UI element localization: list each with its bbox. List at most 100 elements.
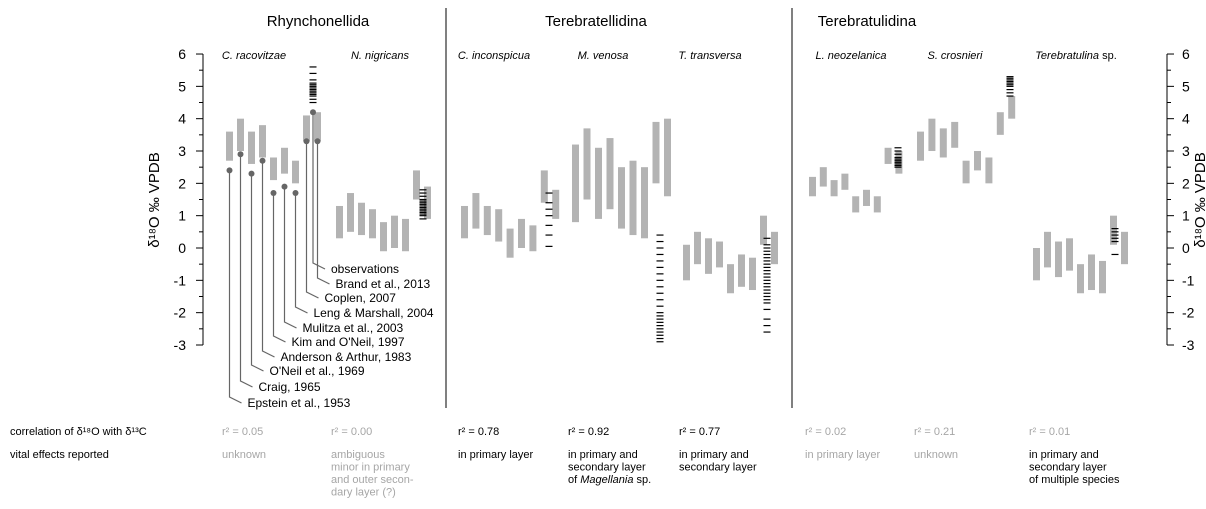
- reference-leader-5: [283, 186, 297, 329]
- group-title-2: Terebratulidina: [818, 13, 917, 30]
- vital-cell-3-0: in primary and: [568, 449, 638, 461]
- correlation-row-label: correlation of δ¹⁸O with δ¹³C: [10, 426, 147, 438]
- vital-cell-3-1: secondary layer: [568, 462, 646, 474]
- range-bar-6-8: [1008, 96, 1016, 119]
- range-bar-1-0: [336, 205, 343, 239]
- left-tick-label-7: -1: [174, 272, 187, 288]
- range-bar-2-7: [540, 170, 548, 203]
- reference-label-0: Epstein et al., 1953: [248, 396, 351, 410]
- range-bar-2-8: [552, 189, 560, 219]
- range-bar-2-6: [529, 225, 537, 252]
- range-bar-4-8: [771, 231, 778, 265]
- reference-leader-8: [316, 141, 330, 285]
- range-bar-6-3: [951, 121, 959, 148]
- right-tick-label-1: 5: [1182, 78, 1190, 94]
- vital-cell-1-0: ambiguous: [331, 449, 385, 461]
- reference-legend: Epstein et al., 1953 Craig, 1965 O'Neil et…: [226, 109, 434, 410]
- range-bar-6-7: [996, 112, 1004, 135]
- vital-cell-0-0: unknown: [222, 449, 266, 461]
- range-bar-2-0: [461, 205, 468, 239]
- range-bar-5-2: [830, 180, 838, 197]
- left-tick-label-4: 2: [178, 175, 186, 191]
- vital-cell-3-2: of Magellania sp.: [568, 474, 651, 486]
- correlation-cell-1: r² = 0.00: [331, 426, 372, 438]
- range-bar-2-2: [483, 205, 491, 236]
- range-bar-3-4: [618, 167, 625, 229]
- reference-leader-3: [261, 160, 275, 358]
- range-bar-0-0: [226, 131, 233, 161]
- group-dividers: [445, 8, 793, 408]
- correlation-cell-6: r² = 0.21: [914, 426, 955, 438]
- reference-label-5: Mulitza et al., 2003: [303, 321, 404, 335]
- left-tick-label-0: 6: [178, 46, 186, 62]
- range-bar-3-2: [595, 147, 602, 219]
- right-tick-label-8: -2: [1182, 305, 1195, 321]
- observation-ticks: [309, 66, 1119, 343]
- correlation-cell-3: r² = 0.92: [568, 426, 609, 438]
- range-bar-1-7: [413, 170, 420, 200]
- range-bar-1-5: [391, 215, 398, 248]
- reference-label-4: Kim and O'Neil, 1997: [292, 335, 405, 349]
- range-bar-6-5: [974, 151, 981, 171]
- reference-leader-1: [239, 154, 253, 388]
- vital-cell-4-0: in primary and: [679, 449, 749, 461]
- correlation-cell-5: r² = 0.02: [805, 426, 846, 438]
- range-bar-1-2: [358, 202, 365, 236]
- y-axes: 6 6 5 5 4 4 3 3 2 2 1 1 0 0 -1 -1 -2 -2 -3 -3 δ¹⁸O ‰ VPDB δ¹⁸…: [146, 46, 1206, 353]
- reference-leader-9: [312, 112, 326, 270]
- range-bar-4-0: [683, 244, 690, 281]
- range-bar-2-1: [472, 193, 480, 229]
- reference-label-3: Anderson & Arthur, 1983: [281, 350, 412, 364]
- right-axis-title: δ¹⁸O ‰ VPDB: [1192, 152, 1206, 248]
- range-bar-6-0: [917, 131, 924, 161]
- range-bar-0-1: [237, 118, 244, 152]
- vital-cell-1-3: dary layer (?): [331, 487, 396, 499]
- range-bar-0-7: [303, 115, 310, 142]
- left-tick-label-5: 1: [178, 208, 186, 224]
- range-bar-4-7: [760, 215, 767, 245]
- range-bar-5-5: [863, 189, 870, 206]
- range-bar-3-3: [606, 138, 614, 210]
- range-bar-7-0: [1033, 248, 1040, 281]
- range-bar-1-3: [369, 209, 376, 239]
- left-tick-label-9: -3: [174, 337, 187, 353]
- reference-leader-2: [250, 173, 264, 372]
- right-tick-label-0: 6: [1182, 46, 1190, 62]
- range-bar-5-0: [809, 176, 816, 197]
- reference-leader-4: [272, 193, 286, 343]
- right-tick-label-7: -1: [1182, 272, 1195, 288]
- range-bar-7-1: [1044, 231, 1051, 268]
- range-bar-1-8: [424, 186, 431, 219]
- left-tick-label-2: 4: [178, 111, 186, 127]
- range-bar-3-8: [664, 118, 671, 197]
- species-label-1: N. nigricans: [351, 50, 410, 62]
- right-tick-label-5: 1: [1182, 208, 1190, 224]
- equilibrium-ranges: [226, 96, 1128, 294]
- vital-cell-6-0: unknown: [914, 449, 958, 461]
- right-tick-label-9: -3: [1182, 337, 1195, 353]
- species-label-0: C. racovitzae: [222, 50, 286, 62]
- vital-cell-7-2: of multiple species: [1029, 474, 1120, 486]
- reference-leader-0: [228, 170, 242, 404]
- range-bar-5-3: [841, 173, 849, 190]
- range-bar-5-1: [819, 167, 827, 187]
- vital-cell-4-1: secondary layer: [679, 462, 757, 474]
- reference-label-9: observations: [331, 262, 399, 276]
- vital-row-label: vital effects reported: [10, 449, 109, 461]
- range-bar-6-6: [985, 157, 993, 184]
- range-bar-0-8: [314, 112, 321, 142]
- correlation-cell-4: r² = 0.77: [679, 426, 720, 438]
- range-bar-3-6: [641, 167, 648, 239]
- reference-leader-7: [305, 141, 319, 299]
- vital-cell-2-0: in primary layer: [458, 449, 534, 461]
- right-tick-label-6: 0: [1182, 240, 1190, 256]
- left-axis-title: δ¹⁸O ‰ VPDB: [146, 152, 163, 248]
- vital-cell-1-1: minor in primary: [331, 462, 410, 474]
- reference-leader-6: [294, 193, 308, 314]
- range-bar-4-5: [738, 254, 745, 287]
- range-bar-7-4: [1077, 264, 1084, 294]
- range-bar-4-2: [705, 238, 712, 274]
- left-tick-label-3: 3: [178, 143, 186, 159]
- range-bar-0-5: [281, 147, 288, 174]
- range-bar-1-6: [402, 218, 409, 252]
